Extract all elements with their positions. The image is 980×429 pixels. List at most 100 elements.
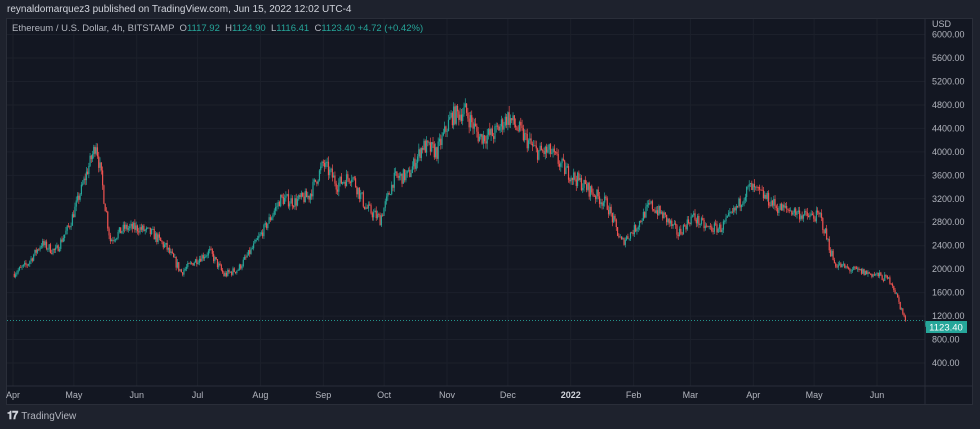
candle-body <box>445 126 447 132</box>
candle-body <box>820 213 823 219</box>
candle-body <box>170 251 172 253</box>
candle-body <box>480 134 482 137</box>
candle-body <box>444 126 446 133</box>
candle-body <box>311 193 313 197</box>
candle-body <box>565 167 567 175</box>
candle-body <box>771 200 774 206</box>
candle-body <box>511 118 513 121</box>
candle-body <box>851 269 854 271</box>
candle-body <box>30 258 32 262</box>
candle-body <box>707 226 709 228</box>
candle-body <box>507 112 509 125</box>
candle-body <box>462 114 464 122</box>
candle-body <box>93 146 95 155</box>
candle-body <box>256 238 259 240</box>
candle-body <box>233 268 235 272</box>
candle-body <box>394 171 397 173</box>
candle-body <box>136 225 139 232</box>
candle-body <box>885 274 887 276</box>
candle-body <box>850 270 852 272</box>
candle-body <box>472 122 474 129</box>
candle-body <box>724 221 726 223</box>
candle-body <box>100 162 102 171</box>
candle-body <box>573 172 575 180</box>
candle-body <box>410 173 412 177</box>
candle-body <box>513 115 515 125</box>
candle-body <box>231 271 233 275</box>
candle-body <box>294 198 296 207</box>
candle-body <box>616 227 619 236</box>
last-price-label: 1123.40 <box>929 323 963 334</box>
candle-body <box>191 262 193 264</box>
candle-body <box>832 250 834 260</box>
tradingview-logo[interactable]: 𝟏𝟕 TradingView <box>7 410 76 423</box>
candle-body <box>56 245 58 248</box>
candle-body <box>663 212 665 219</box>
candle-body <box>706 225 708 227</box>
candle-body <box>211 249 213 254</box>
candle-body <box>75 200 77 207</box>
candle-body <box>886 275 888 279</box>
candle-body <box>640 221 642 222</box>
candle-body <box>854 266 856 268</box>
candle-body <box>251 248 253 250</box>
candle-body <box>20 267 22 268</box>
candle-body <box>14 274 17 277</box>
candle-body <box>562 158 564 161</box>
candle-body <box>277 201 279 207</box>
candle-body <box>228 270 230 273</box>
candle-body <box>158 234 160 238</box>
candle-body <box>183 270 185 275</box>
candle-body <box>491 128 493 137</box>
candle-body <box>530 138 532 144</box>
candle-body <box>285 195 287 198</box>
candle-body <box>829 250 832 257</box>
candle-body <box>669 220 672 224</box>
candle-body <box>900 308 903 310</box>
candle-body <box>751 182 753 190</box>
candle-body <box>268 217 270 224</box>
candle-body <box>800 215 802 220</box>
candle-body <box>517 130 519 131</box>
candle-body <box>570 177 572 182</box>
candle-body <box>360 193 362 200</box>
candle-body <box>708 226 710 228</box>
candle-body <box>109 235 111 242</box>
x-tick-label: Jun <box>129 390 144 400</box>
candle-body <box>538 150 540 160</box>
candle-body <box>675 223 677 226</box>
candle-body <box>365 207 367 210</box>
candle-body <box>238 264 241 270</box>
candle-body <box>757 186 759 188</box>
candle-body <box>784 206 786 208</box>
candle-body <box>418 149 420 157</box>
candle-body <box>801 215 803 219</box>
candle-body <box>496 125 499 127</box>
candle-body <box>486 134 488 144</box>
candle-body <box>345 174 348 187</box>
candle-body <box>293 206 295 208</box>
candle-body <box>789 210 792 212</box>
candle-body <box>558 163 561 167</box>
candle-body <box>203 256 206 259</box>
candle-body <box>780 203 783 211</box>
y-tick-label: 400.00 <box>932 358 960 368</box>
candle-body <box>369 204 371 206</box>
candle-body <box>638 221 641 228</box>
candle-body <box>366 207 368 209</box>
candle-body <box>747 186 749 188</box>
candle-body <box>172 253 175 258</box>
candle-body <box>237 269 239 271</box>
candle-body <box>316 181 318 184</box>
candle-body <box>735 206 737 211</box>
candle-body <box>108 228 110 236</box>
candle-body <box>863 269 865 276</box>
candle-body <box>90 155 92 160</box>
chart-panel[interactable] <box>6 18 973 405</box>
candle-body <box>71 214 73 226</box>
candle-body <box>844 263 846 268</box>
candle-body <box>148 227 150 229</box>
candle-body <box>571 177 574 180</box>
y-tick-label: 6000.00 <box>932 30 965 40</box>
